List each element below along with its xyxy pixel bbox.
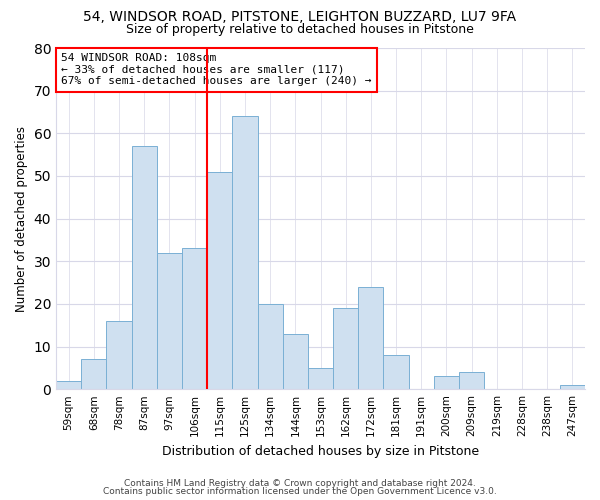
Bar [333, 308, 358, 389]
Bar [81, 360, 106, 389]
Bar [131, 146, 157, 389]
Text: 54, WINDSOR ROAD, PITSTONE, LEIGHTON BUZZARD, LU7 9FA: 54, WINDSOR ROAD, PITSTONE, LEIGHTON BUZ… [83, 10, 517, 24]
Bar [232, 116, 257, 389]
Bar [358, 287, 383, 389]
Text: Contains HM Land Registry data © Crown copyright and database right 2024.: Contains HM Land Registry data © Crown c… [124, 478, 476, 488]
Text: 54 WINDSOR ROAD: 108sqm
← 33% of detached houses are smaller (117)
67% of semi-d: 54 WINDSOR ROAD: 108sqm ← 33% of detache… [61, 53, 372, 86]
Bar [257, 304, 283, 389]
Bar [207, 172, 232, 389]
Bar [383, 355, 409, 389]
Bar [157, 252, 182, 389]
Bar [182, 248, 207, 389]
Y-axis label: Number of detached properties: Number of detached properties [15, 126, 28, 312]
Bar [308, 368, 333, 389]
Bar [560, 385, 585, 389]
Text: Size of property relative to detached houses in Pitstone: Size of property relative to detached ho… [126, 22, 474, 36]
X-axis label: Distribution of detached houses by size in Pitstone: Distribution of detached houses by size … [162, 444, 479, 458]
Text: Contains public sector information licensed under the Open Government Licence v3: Contains public sector information licen… [103, 487, 497, 496]
Bar [106, 321, 131, 389]
Bar [459, 372, 484, 389]
Bar [434, 376, 459, 389]
Bar [56, 380, 81, 389]
Bar [283, 334, 308, 389]
